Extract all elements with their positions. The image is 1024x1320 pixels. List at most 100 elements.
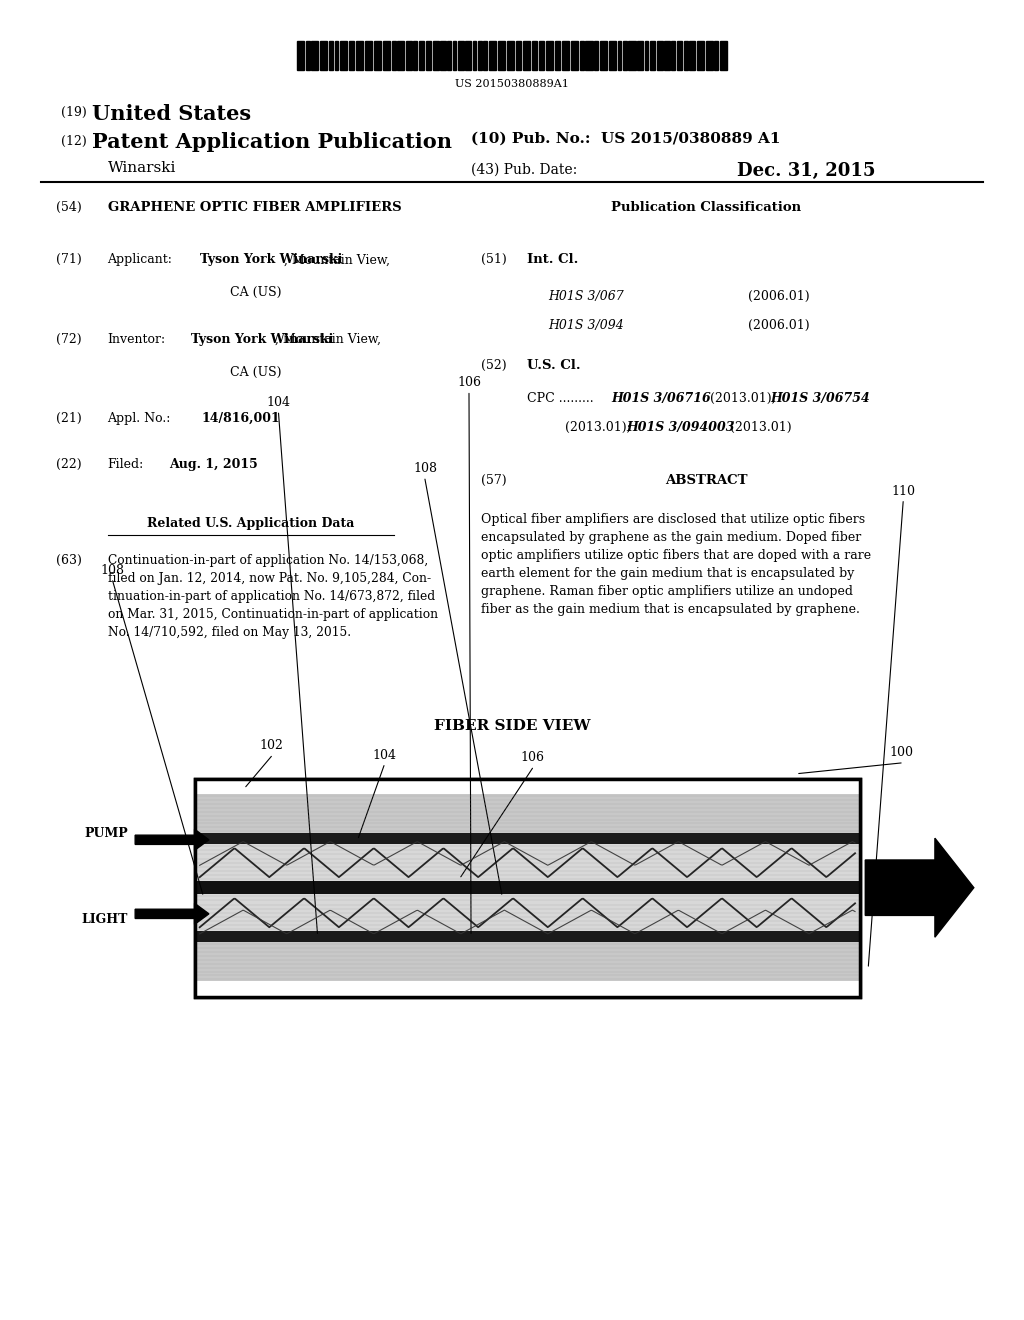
Bar bbox=[677, 41, 682, 70]
Bar bbox=[329, 41, 333, 70]
Bar bbox=[522, 41, 529, 70]
Bar bbox=[195, 981, 860, 997]
Text: (12): (12) bbox=[61, 135, 87, 148]
Text: Dec. 31, 2015: Dec. 31, 2015 bbox=[737, 162, 876, 181]
Text: H01S 3/06754: H01S 3/06754 bbox=[770, 392, 869, 405]
Text: Appl. No.:: Appl. No.: bbox=[108, 412, 171, 425]
Text: FIBER SIDE VIEW: FIBER SIDE VIEW bbox=[434, 719, 590, 734]
Bar bbox=[637, 41, 643, 70]
Text: U.S. Cl.: U.S. Cl. bbox=[527, 359, 581, 372]
Text: (2013.01);: (2013.01); bbox=[565, 421, 631, 434]
Text: Publication Classification: Publication Classification bbox=[611, 201, 802, 214]
Text: US 20150380889A1: US 20150380889A1 bbox=[455, 79, 569, 90]
FancyArrow shape bbox=[135, 829, 209, 850]
Text: 110: 110 bbox=[891, 484, 915, 498]
Bar bbox=[650, 41, 655, 70]
Bar bbox=[515, 41, 521, 70]
Text: PUMP: PUMP bbox=[84, 826, 128, 840]
Text: (2006.01): (2006.01) bbox=[748, 290, 809, 304]
Bar bbox=[311, 41, 318, 70]
Bar bbox=[306, 41, 309, 70]
Text: Applicant:: Applicant: bbox=[108, 253, 172, 267]
Bar bbox=[629, 41, 636, 70]
Text: (21): (21) bbox=[56, 412, 82, 425]
Text: Inventor:: Inventor: bbox=[108, 333, 166, 346]
Bar bbox=[657, 41, 663, 70]
Bar bbox=[483, 41, 486, 70]
Bar bbox=[623, 41, 627, 70]
Text: (51): (51) bbox=[481, 253, 507, 267]
Text: H01S 3/067: H01S 3/067 bbox=[548, 290, 624, 304]
Text: (2013.01);: (2013.01); bbox=[710, 392, 775, 405]
Text: 14/816,001: 14/816,001 bbox=[202, 412, 281, 425]
Text: (2013.01): (2013.01) bbox=[730, 421, 792, 434]
Text: H01S 3/094: H01S 3/094 bbox=[548, 319, 624, 333]
Bar bbox=[507, 41, 514, 70]
Bar bbox=[447, 41, 451, 70]
Text: United States: United States bbox=[92, 104, 251, 124]
Text: Int. Cl.: Int. Cl. bbox=[527, 253, 579, 267]
FancyArrow shape bbox=[865, 838, 974, 937]
Text: (2006.01): (2006.01) bbox=[748, 319, 809, 333]
Bar bbox=[498, 41, 505, 70]
Text: H01S 3/094003: H01S 3/094003 bbox=[627, 421, 735, 434]
Bar bbox=[580, 41, 584, 70]
Text: (52): (52) bbox=[481, 359, 507, 372]
Bar bbox=[195, 882, 860, 894]
Bar bbox=[356, 41, 364, 70]
Text: ABSTRACT: ABSTRACT bbox=[666, 474, 748, 487]
Text: 108: 108 bbox=[100, 564, 125, 577]
Bar bbox=[407, 41, 412, 70]
Bar bbox=[706, 41, 713, 70]
Bar bbox=[478, 41, 481, 70]
Bar bbox=[546, 41, 553, 70]
Bar bbox=[392, 41, 395, 70]
Text: (72): (72) bbox=[56, 333, 82, 346]
Bar bbox=[586, 41, 593, 70]
Bar bbox=[195, 845, 860, 882]
Text: (19): (19) bbox=[61, 106, 87, 119]
Bar bbox=[365, 41, 372, 70]
Bar bbox=[195, 833, 860, 845]
Bar bbox=[562, 41, 569, 70]
Bar bbox=[195, 942, 860, 981]
Text: (54): (54) bbox=[56, 201, 82, 214]
Text: (63): (63) bbox=[56, 554, 82, 568]
Bar bbox=[488, 41, 496, 70]
Bar bbox=[414, 41, 417, 70]
Text: Related U.S. Application Data: Related U.S. Application Data bbox=[147, 517, 354, 531]
Text: 100: 100 bbox=[889, 746, 913, 759]
Text: CPC .........: CPC ......... bbox=[527, 392, 594, 405]
Text: (57): (57) bbox=[481, 474, 507, 487]
Bar bbox=[555, 41, 560, 70]
Text: Patent Application Publication: Patent Application Publication bbox=[92, 132, 453, 152]
Bar bbox=[195, 779, 860, 997]
Text: 102: 102 bbox=[259, 739, 284, 752]
Bar bbox=[383, 41, 390, 70]
Text: CA (US): CA (US) bbox=[230, 286, 282, 300]
Bar bbox=[195, 894, 860, 932]
Bar bbox=[195, 795, 860, 833]
Text: (71): (71) bbox=[56, 253, 82, 267]
Bar bbox=[644, 41, 648, 70]
FancyArrow shape bbox=[135, 903, 209, 924]
Text: LIGHT: LIGHT bbox=[82, 912, 128, 925]
Text: (22): (22) bbox=[56, 458, 82, 471]
Bar bbox=[458, 41, 464, 70]
Text: 104: 104 bbox=[266, 396, 291, 409]
Bar bbox=[433, 41, 438, 70]
Bar bbox=[600, 41, 607, 70]
Bar bbox=[571, 41, 579, 70]
Text: (43) Pub. Date:: (43) Pub. Date: bbox=[471, 162, 578, 177]
Text: Tyson York Winarski: Tyson York Winarski bbox=[191, 333, 334, 346]
Bar bbox=[340, 41, 347, 70]
Bar bbox=[195, 779, 860, 997]
Bar bbox=[374, 41, 381, 70]
Bar bbox=[335, 41, 338, 70]
Text: GRAPHENE OPTIC FIBER AMPLIFIERS: GRAPHENE OPTIC FIBER AMPLIFIERS bbox=[108, 201, 401, 214]
Bar bbox=[426, 41, 431, 70]
Bar bbox=[720, 41, 727, 70]
Text: , Mountain View,: , Mountain View, bbox=[200, 253, 390, 267]
Text: Continuation-in-part of application No. 14/153,068,
filed on Jan. 12, 2014, now : Continuation-in-part of application No. … bbox=[108, 554, 437, 639]
Bar bbox=[689, 41, 694, 70]
